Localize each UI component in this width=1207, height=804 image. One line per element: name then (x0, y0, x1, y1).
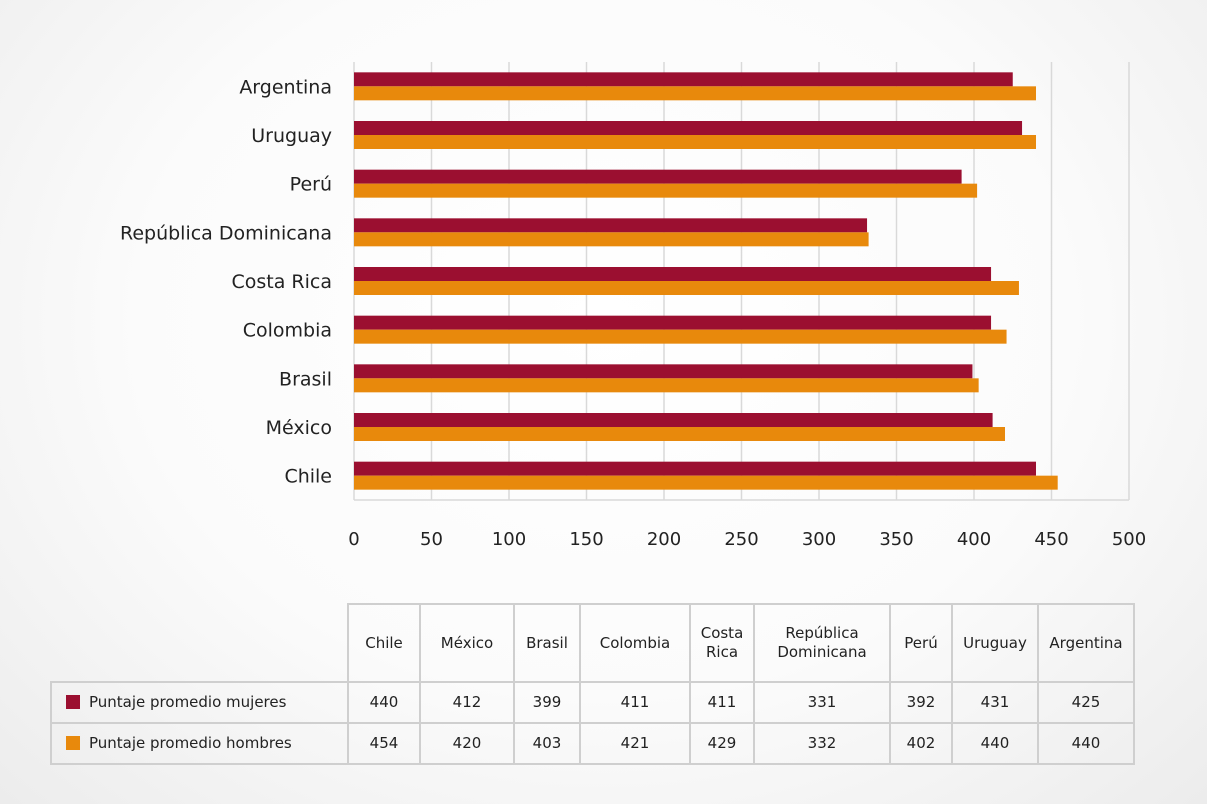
table-header-cell: Colombia (580, 604, 690, 682)
table-cell: 421 (580, 723, 690, 764)
table-cell: 440 (1038, 723, 1134, 764)
table-cell: 412 (420, 682, 514, 723)
table-header-cell: México (420, 604, 514, 682)
category-label: Costa Rica (232, 271, 333, 293)
table-cell: 331 (754, 682, 890, 723)
x-tick-label: 100 (492, 529, 526, 550)
table-cell: 403 (514, 723, 580, 764)
x-tick-label: 50 (420, 529, 443, 550)
table-cell: 429 (690, 723, 754, 764)
table-cell: 454 (348, 723, 420, 764)
bar-mujeres (354, 218, 867, 232)
table-cell: 332 (754, 723, 890, 764)
legend-cell-mujeres: Puntaje promedio mujeres (51, 682, 348, 723)
bar-mujeres (354, 413, 993, 427)
category-label: Perú (290, 174, 332, 196)
series-label: Puntaje promedio hombres (89, 734, 292, 752)
table-row-hombres: Puntaje promedio hombres 454 420 403 421… (51, 723, 1134, 764)
table-cell: 399 (514, 682, 580, 723)
legend-cell-hombres: Puntaje promedio hombres (51, 723, 348, 764)
bar-mujeres (354, 462, 1036, 476)
bar-mujeres (354, 121, 1022, 135)
x-tick-labels: 0 50 100 150 200 250 300 350 400 450 500 (348, 529, 1146, 550)
bar-mujeres (354, 364, 972, 378)
bar-hombres (354, 232, 869, 246)
table-header-cell: Costa Rica (690, 604, 754, 682)
x-tick-label: 150 (569, 529, 603, 550)
table-header-cell: República Dominicana (754, 604, 890, 682)
category-label: Argentina (239, 76, 332, 98)
bar-hombres (354, 281, 1019, 295)
category-label: República Dominicana (120, 222, 332, 244)
x-tick-label: 350 (879, 529, 913, 550)
x-tick-label: 0 (348, 529, 359, 550)
table-header-cell: Perú (890, 604, 952, 682)
bar-hombres (354, 476, 1058, 490)
bar-hombres (354, 184, 977, 198)
bar-hombres (354, 330, 1007, 344)
x-tick-label: 400 (957, 529, 991, 550)
x-tick-label: 300 (802, 529, 836, 550)
series-label: Puntaje promedio mujeres (89, 693, 286, 711)
category-label: Uruguay (251, 125, 332, 147)
category-labels: Chile México Brasil Colombia Costa Rica Repúb… (120, 76, 332, 487)
bars (354, 72, 1058, 489)
table-cell: 440 (952, 723, 1038, 764)
table-header-row: Chile México Brasil Colombia Costa Rica R… (51, 604, 1134, 682)
table-header-cell: Chile (348, 604, 420, 682)
category-label: Chile (284, 466, 332, 488)
table-cell: 431 (952, 682, 1038, 723)
x-tick-label: 500 (1112, 529, 1146, 550)
x-tick-label: 250 (724, 529, 758, 550)
table-cell: 411 (690, 682, 754, 723)
table-cell: 425 (1038, 682, 1134, 723)
legend-swatch-mujeres (66, 695, 80, 709)
bar-hombres (354, 427, 1005, 441)
category-label: Brasil (279, 368, 332, 390)
data-table: Chile México Brasil Colombia Costa Rica R… (50, 603, 1135, 765)
table-header-cell: Argentina (1038, 604, 1134, 682)
bar-mujeres (354, 267, 991, 281)
category-label: Colombia (243, 320, 332, 342)
x-tick-label: 450 (1034, 529, 1068, 550)
bar-mujeres (354, 72, 1013, 86)
table-cell: 440 (348, 682, 420, 723)
bar-hombres (354, 135, 1036, 149)
bar-hombres (354, 378, 979, 392)
table-cell: 402 (890, 723, 952, 764)
bar-mujeres (354, 316, 991, 330)
table-row-mujeres: Puntaje promedio mujeres 440 412 399 411… (51, 682, 1134, 723)
legend-swatch-hombres (66, 736, 80, 750)
table-cell: 392 (890, 682, 952, 723)
table-cell: 420 (420, 723, 514, 764)
table-header-cell: Brasil (514, 604, 580, 682)
bar-hombres (354, 86, 1036, 100)
table-cell: 411 (580, 682, 690, 723)
table-header-cell: Uruguay (952, 604, 1038, 682)
x-tick-label: 200 (647, 529, 681, 550)
table-corner-cell (51, 604, 348, 682)
bar-chart: Chile México Brasil Colombia Costa Rica Repúb… (0, 0, 1207, 600)
category-label: México (266, 417, 332, 439)
bar-mujeres (354, 170, 962, 184)
